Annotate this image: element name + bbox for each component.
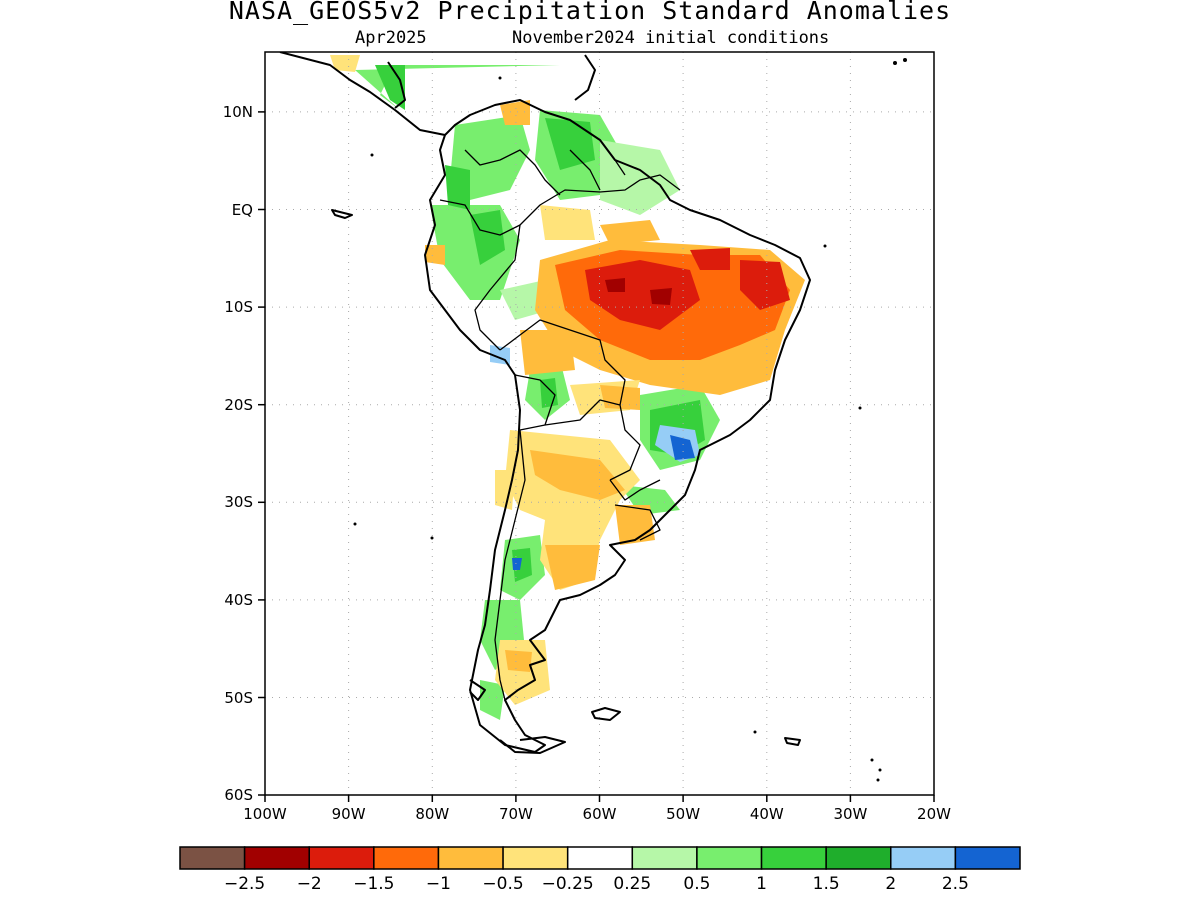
colorbar-label: −1 (426, 874, 451, 894)
lat-label: 20S (224, 396, 253, 414)
lon-label: 20W (917, 805, 951, 823)
colorbar-label: 0.25 (613, 874, 651, 894)
colorbar-swatch (373, 846, 440, 870)
graticule (265, 52, 934, 795)
forecast-month: Apr2025 (355, 28, 427, 48)
colorbar-swatch (825, 846, 892, 870)
lon-label: 40W (750, 805, 784, 823)
lon-label: 90W (332, 805, 366, 823)
lat-label: EQ (232, 201, 253, 219)
lon-label: 50W (666, 805, 700, 823)
axis-ticks (258, 111, 935, 802)
colorbar-label: 2.5 (942, 874, 969, 894)
lat-label: 60S (224, 786, 253, 804)
lat-label: 10N (223, 103, 253, 121)
lon-label: 60W (583, 805, 617, 823)
initial-conditions-label: November2024 initial conditions (512, 28, 830, 48)
colorbar-label: −2 (297, 874, 322, 894)
colorbar-label: −0.5 (482, 874, 523, 894)
colorbar-swatch (308, 846, 375, 870)
anomaly-fill (330, 55, 812, 745)
lat-label: 30S (224, 493, 253, 511)
longitude-labels: 100W 90W 80W 70W 60W 50W 40W 30W 20W (243, 805, 951, 823)
colorbar: −2.5 −2 −1.5 −1 −0.5 −0.25 0.25 0.5 1 1.5 2 2.5 (179, 846, 1021, 894)
colorbar-swatch (566, 846, 634, 870)
colorbar-label: 1.5 (813, 874, 840, 894)
colorbar-swatch (760, 846, 827, 870)
colorbar-swatch (696, 846, 763, 870)
country-borders (439, 139, 681, 701)
colorbar-swatch (437, 846, 504, 870)
lon-label: 70W (499, 805, 533, 823)
lat-label: 40S (224, 591, 253, 609)
colorbar-label: −0.25 (542, 874, 594, 894)
lon-label: 30W (833, 805, 867, 823)
colorbar-label: 1 (756, 874, 767, 894)
colorbar-label: 0.5 (683, 874, 710, 894)
islands (353, 58, 907, 782)
lon-label: 100W (243, 805, 287, 823)
colorbar-label: 2 (885, 874, 896, 894)
latitude-labels: 10N EQ 10S 20S 30S 40S 50S 60S (223, 103, 253, 804)
colorbar-swatch (502, 846, 569, 870)
lat-label: 50S (224, 689, 253, 707)
colorbar-swatch (890, 846, 957, 870)
colorbar-swatch (954, 846, 1021, 870)
colorbar-label: −2.5 (224, 874, 265, 894)
colorbar-swatch (179, 846, 246, 870)
chart-title: NASA_GEOS5v2 Precipitation Standard Anom… (228, 0, 952, 25)
colorbar-swatch (631, 846, 698, 870)
colorbar-label: −1.5 (353, 874, 394, 894)
colorbar-swatch (243, 846, 310, 870)
lon-label: 80W (415, 805, 449, 823)
lat-label: 10S (224, 298, 253, 316)
coastline (279, 52, 811, 754)
